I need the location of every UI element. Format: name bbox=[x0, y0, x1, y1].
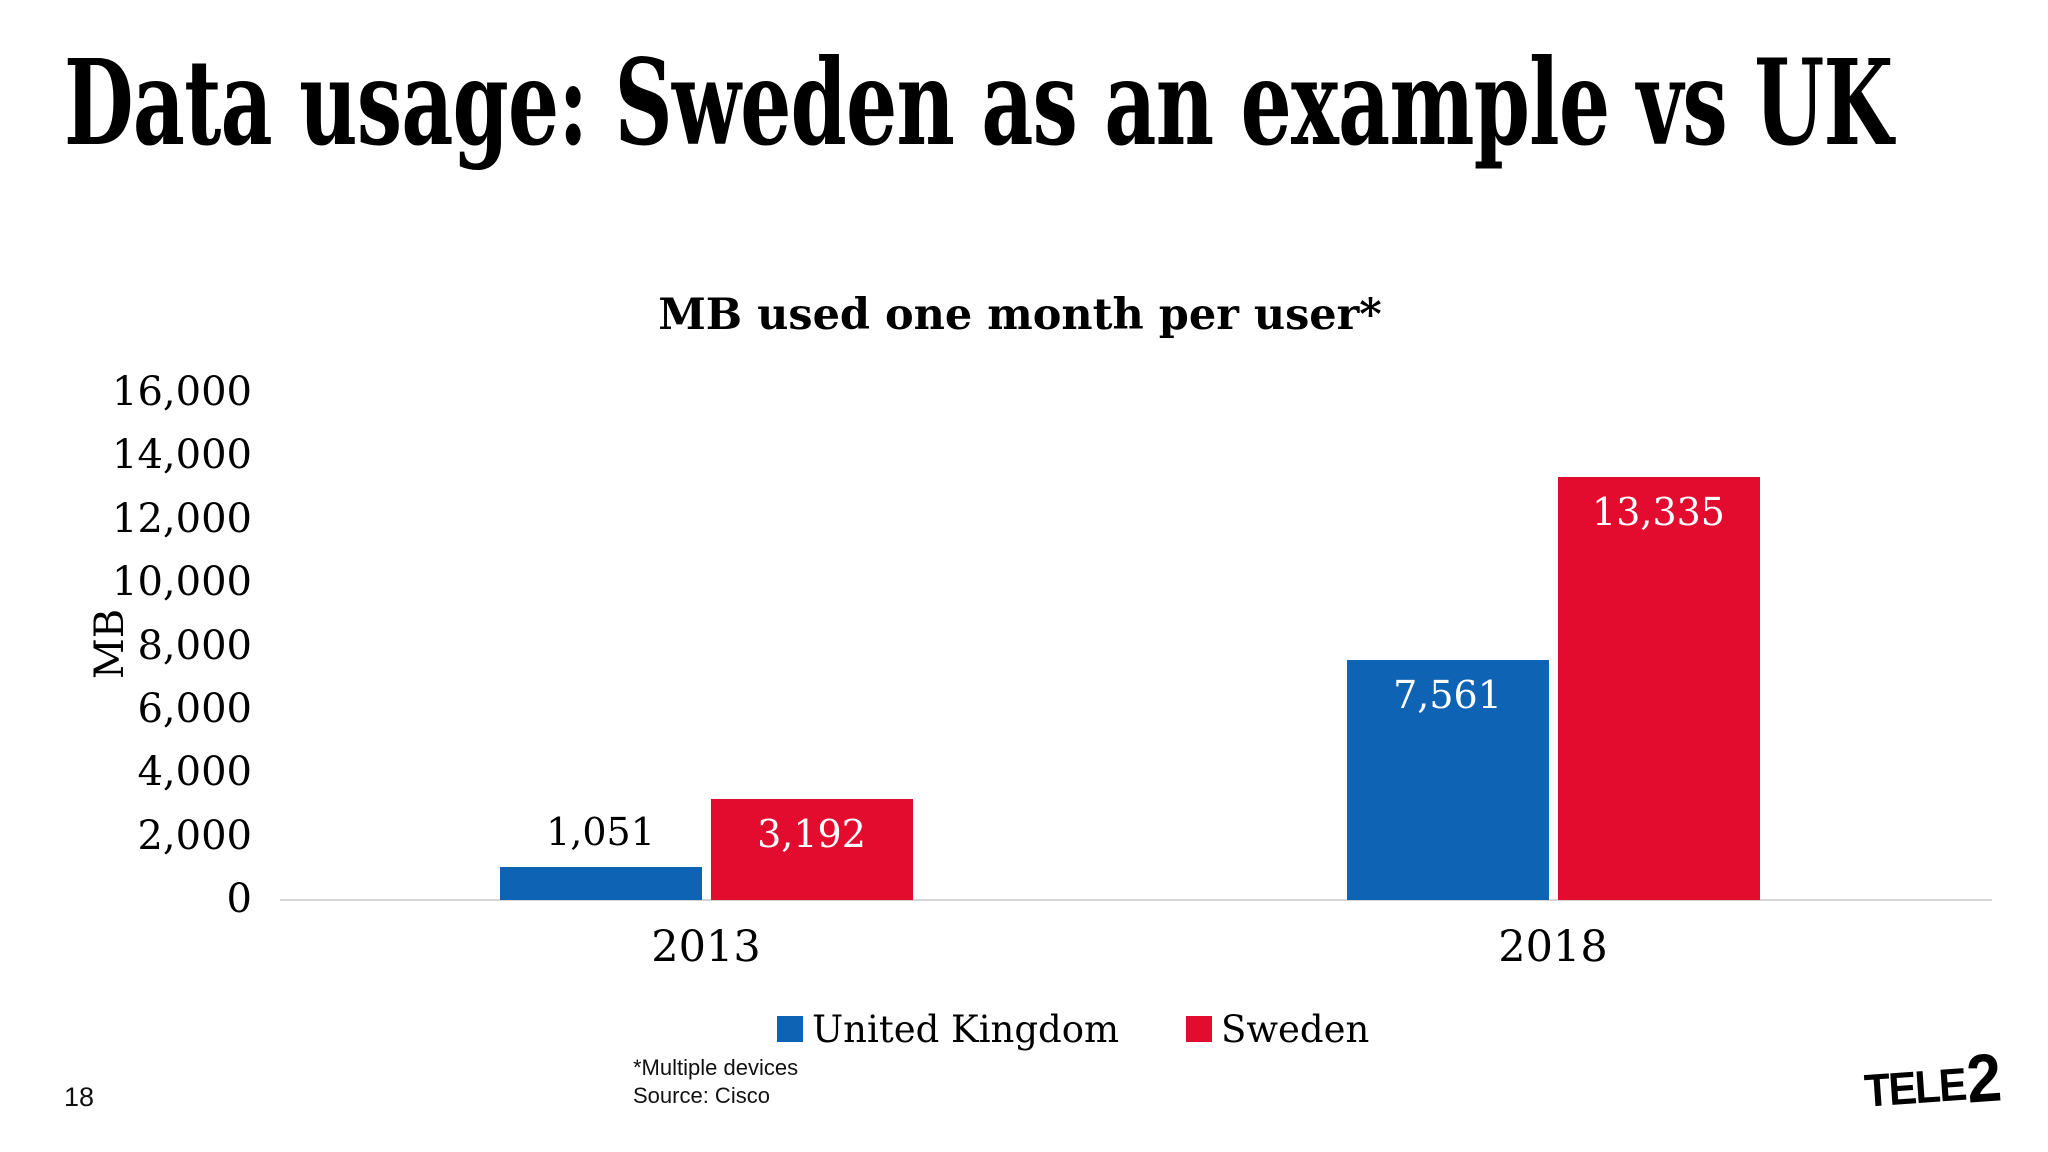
y-tick-label-12-000: 12,000 bbox=[112, 495, 252, 542]
legend-item-sweden: Sweden bbox=[1186, 1006, 1369, 1052]
y-tick-label-4-000: 4,000 bbox=[137, 749, 252, 796]
y-tick-label-0: 0 bbox=[226, 876, 252, 922]
footnote-source: Source: Cisco bbox=[633, 1083, 770, 1108]
legend-label-united-kingdom: United Kingdom bbox=[812, 1007, 1120, 1051]
y-tick-label-2-000: 2,000 bbox=[137, 812, 252, 859]
bar-united-kingdom-2018 bbox=[1346, 660, 1549, 900]
y-tick-label-14-000: 14,000 bbox=[112, 432, 252, 479]
tele2-logo: TELE 2 bbox=[1862, 1039, 2005, 1118]
bar-label-united-kingdom-2018: 7,561 bbox=[1393, 673, 1502, 717]
footnote: *Multiple devices Source: Cisco bbox=[633, 1054, 798, 1110]
y-tick-label-8-000: 8,000 bbox=[137, 622, 252, 669]
chart-title: MB used one month per user* bbox=[658, 290, 1382, 340]
x-label-2013: 2013 bbox=[651, 922, 761, 972]
x-axis-line bbox=[280, 899, 1992, 901]
bar-sweden-2013 bbox=[710, 799, 913, 900]
tele2-logo-text: TELE bbox=[1862, 1058, 1967, 1117]
y-tick-label-10-000: 10,000 bbox=[112, 559, 252, 606]
bar-label-united-kingdom-2013: 1,051 bbox=[546, 810, 655, 854]
legend-swatch-united-kingdom bbox=[777, 1016, 803, 1042]
slide-title: Data usage: Sweden as an example vs UK bbox=[64, 33, 1893, 172]
bar-label-sweden-2013: 3,192 bbox=[757, 812, 866, 856]
bar-label-sweden-2018: 13,335 bbox=[1592, 490, 1725, 534]
y-tick-label-6-000: 6,000 bbox=[137, 685, 252, 732]
page-number: 18 bbox=[64, 1082, 95, 1112]
legend-item-united-kingdom: United Kingdom bbox=[777, 1006, 1119, 1052]
bar-united-kingdom-2013 bbox=[499, 867, 702, 900]
legend-label-sweden: Sweden bbox=[1221, 1007, 1370, 1051]
y-tick-label-16-000: 16,000 bbox=[112, 369, 252, 415]
tele2-logo-numeral: 2 bbox=[1963, 1039, 2005, 1118]
bar-sweden-2018 bbox=[1557, 477, 1760, 900]
x-label-2018: 2018 bbox=[1498, 922, 1608, 972]
legend-swatch-sweden bbox=[1186, 1016, 1212, 1042]
footnote-multiple-devices: *Multiple devices bbox=[633, 1055, 799, 1080]
